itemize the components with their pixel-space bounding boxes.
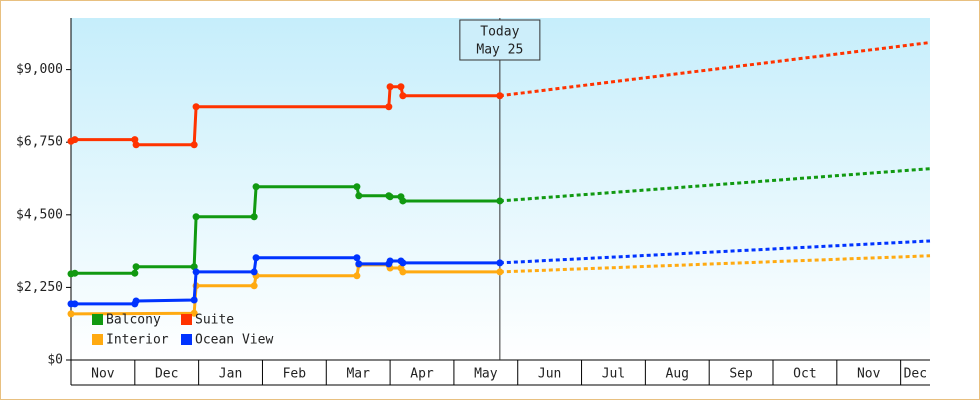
x-tick-label: Apr	[410, 367, 434, 382]
x-tick-label: Nov	[857, 367, 881, 382]
point	[190, 141, 198, 149]
point	[71, 136, 79, 144]
legend-swatch	[181, 334, 192, 345]
point	[399, 268, 407, 276]
point	[71, 300, 79, 308]
point	[386, 83, 394, 91]
point	[496, 197, 504, 205]
point	[353, 183, 361, 191]
x-tick-label: Dec	[904, 367, 927, 382]
point	[250, 268, 258, 276]
point	[190, 309, 198, 317]
today-box	[459, 19, 541, 61]
forecast-line	[499, 167, 931, 203]
forecast-line	[499, 239, 931, 265]
point	[132, 263, 140, 271]
legend-swatch	[92, 314, 103, 325]
point	[496, 92, 504, 100]
y-tick-label: $4,500	[16, 207, 63, 222]
legend-label: Suite	[195, 313, 234, 328]
point	[192, 213, 200, 221]
x-tick-label: Jan	[219, 367, 242, 382]
y-tick-label: $2,250	[16, 280, 63, 295]
x-tick-label: Feb	[283, 367, 307, 382]
x-tick-label: Sep	[729, 367, 753, 382]
legend-label: Ocean View	[195, 333, 273, 348]
point	[399, 259, 407, 267]
point	[355, 192, 363, 200]
point	[192, 268, 200, 276]
point	[496, 259, 504, 267]
x-tick-label: Nov	[91, 367, 115, 382]
y-tick-label: $6,750	[16, 135, 63, 150]
point	[386, 257, 394, 265]
point	[132, 297, 140, 305]
point	[386, 193, 394, 201]
y-tick-label: $9,000	[16, 62, 63, 77]
today-label: May 25	[476, 43, 523, 58]
x-tick-label: Aug	[666, 367, 689, 382]
point	[399, 92, 407, 100]
today-label: Today	[480, 25, 519, 40]
point	[353, 254, 361, 262]
y-tick-label: $0	[47, 353, 63, 368]
forecast-line	[499, 41, 931, 98]
point	[385, 103, 393, 111]
x-tick-label: Oct	[793, 367, 816, 382]
legend-swatch	[92, 334, 103, 345]
x-tick-label: Jul	[602, 367, 625, 382]
point	[355, 260, 363, 268]
legend-label: Interior	[106, 333, 169, 348]
point	[71, 269, 79, 277]
x-tick-label: Jun	[538, 367, 561, 382]
x-tick-label: Dec	[155, 367, 178, 382]
point	[250, 213, 258, 221]
point	[496, 268, 504, 276]
point	[252, 254, 260, 262]
point	[397, 83, 405, 91]
point	[399, 197, 407, 205]
plot-area	[71, 18, 930, 360]
point	[252, 183, 260, 191]
point	[67, 310, 75, 318]
legend-swatch	[181, 314, 192, 325]
point	[250, 282, 258, 290]
point	[190, 296, 198, 304]
point	[132, 141, 140, 149]
legend-label: Balcony	[106, 313, 161, 328]
point	[192, 103, 200, 111]
point	[131, 269, 139, 277]
x-tick-label: May	[474, 367, 498, 382]
forecast-line	[499, 254, 931, 274]
x-tick-label: Mar	[346, 367, 370, 382]
point	[353, 272, 361, 280]
